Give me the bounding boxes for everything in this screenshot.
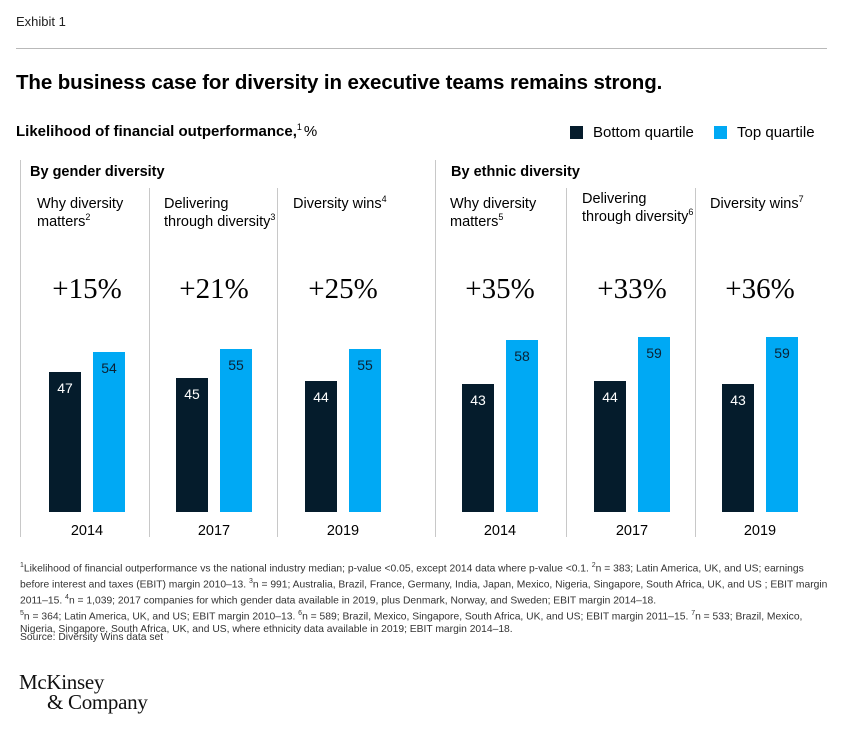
panel-title: Why diversity matters5	[450, 195, 565, 231]
bar-top-quartile	[349, 348, 381, 512]
year-label: 2019	[743, 523, 777, 539]
panel-title-text: Diversity wins	[293, 196, 382, 212]
bar-bottom-quartile	[594, 381, 626, 512]
outperformance-delta: +33%	[597, 273, 667, 305]
panel-title-footnote-ref: 5	[498, 212, 504, 223]
bar-top-quartile	[93, 351, 125, 512]
panel-divider	[277, 188, 278, 537]
outperformance-delta: +36%	[725, 273, 795, 305]
bar-top-quartile	[506, 339, 538, 512]
legend-label-bottom: Bottom quartile	[593, 124, 694, 141]
panel-title: Diversity wins7	[710, 195, 825, 213]
legend-swatch-top	[714, 126, 727, 139]
group-title-ethnic: By ethnic diversity	[451, 164, 580, 180]
bar-bottom-quartile	[176, 378, 208, 512]
bar-top-quartile	[766, 336, 798, 512]
panel-title: Diversity wins4	[293, 195, 408, 213]
footnote-5: n = 364; Latin America, UK, and US; EBIT…	[23, 611, 299, 623]
mckinsey-logo: McKinsey & Company	[19, 670, 148, 714]
bar-bottom-quartile	[462, 384, 494, 512]
bar-top-quartile	[220, 348, 252, 512]
chart-subtitle: Likelihood of financial outperformance,1…	[16, 122, 317, 140]
bar-value-label: 45	[184, 386, 200, 403]
bar-value-label: 59	[774, 344, 790, 361]
outperformance-delta: +15%	[52, 273, 122, 305]
footnote-marker: 7	[691, 610, 696, 618]
legend-label-top: Top quartile	[737, 124, 815, 141]
footnote-7: n = 533; Brazil, Mexico, Nigeria, Singap…	[20, 611, 803, 636]
legend-bottom-quartile: Bottom quartile	[570, 124, 694, 141]
subtitle-text: Likelihood of financial outperformance,	[16, 123, 297, 140]
panel-title-footnote-ref: 3	[270, 212, 276, 223]
footnote-marker: 3	[248, 578, 253, 586]
footnote-marker: 1	[20, 562, 24, 569]
group-title-gender: By gender diversity	[30, 164, 165, 180]
panel-title-footnote-ref: 4	[381, 194, 387, 205]
panel-title: Delivering through diversity3	[164, 195, 279, 231]
panel-divider	[566, 188, 567, 537]
panel-title-text: Why diversity matters	[37, 196, 124, 230]
panel-title-footnote-ref: 7	[798, 194, 804, 205]
footnotes: 1Likelihood of financial outperformance …	[20, 560, 828, 637]
footnote-marker: 5	[20, 610, 24, 618]
panel-divider	[149, 188, 150, 537]
logo-line-1: McKinsey	[19, 670, 105, 694]
footnote-marker: 6	[298, 610, 303, 618]
footnote-1: Likelihood of financial outperformance v…	[23, 563, 592, 575]
year-label: 2014	[70, 523, 104, 539]
bar-bottom-quartile	[49, 372, 81, 512]
outperformance-delta: +35%	[465, 273, 535, 305]
header-divider	[16, 48, 827, 49]
panel-title-footnote-ref: 2	[85, 212, 91, 223]
footnote-6: n = 589; Brazil, Mexico, Singapore, Sout…	[302, 611, 692, 623]
panel-title: Delivering through diversity6	[582, 190, 697, 226]
bar-bottom-quartile	[722, 384, 754, 512]
panel-title-footnote-ref: 6	[688, 207, 694, 218]
panel-title-text: Diversity wins	[710, 196, 799, 212]
year-label: 2017	[197, 523, 231, 539]
panel-title-text: Delivering through diversity	[164, 196, 271, 230]
exhibit-label: Exhibit 1	[16, 14, 66, 29]
group-divider-left	[20, 160, 21, 537]
year-label: 2017	[615, 523, 649, 539]
bar-value-label: 58	[514, 347, 530, 364]
year-label: 2019	[326, 523, 360, 539]
panel-title-text: Delivering through diversity	[582, 191, 689, 225]
outperformance-delta: +25%	[308, 273, 378, 305]
footnote-4: n = 1,039; 2017 companies for which gend…	[68, 595, 657, 607]
legend-swatch-bottom	[570, 126, 583, 139]
bar-value-label: 44	[602, 389, 618, 406]
bar-top-quartile	[638, 336, 670, 512]
year-label: 2014	[483, 523, 517, 539]
footnote-marker: 4	[65, 594, 69, 602]
panel-title: Why diversity matters2	[37, 195, 152, 231]
bar-value-label: 54	[101, 359, 117, 376]
source-note: Source: Diversity Wins data set	[20, 632, 164, 643]
legend-top-quartile: Top quartile	[714, 124, 815, 141]
footnote-marker: 2	[591, 562, 596, 569]
bar-value-label: 44	[313, 389, 329, 406]
footnote-3: n = 991; Australia, Brazil, France, Germ…	[20, 579, 828, 607]
bar-value-label: 47	[57, 380, 73, 397]
logo-line-2: & Company	[47, 690, 148, 714]
outperformance-delta: +21%	[179, 273, 249, 305]
footnote-2: n = 383; Latin America, UK, and US; earn…	[20, 563, 804, 591]
group-divider-mid	[435, 160, 436, 537]
bar-value-label: 43	[730, 392, 746, 409]
bar-value-label: 55	[228, 356, 244, 373]
bar-value-label: 43	[470, 392, 486, 409]
panel-divider	[695, 188, 696, 537]
bar-value-label: 55	[357, 356, 373, 373]
bar-value-label: 59	[646, 344, 662, 361]
panel-title-text: Why diversity matters	[450, 196, 537, 230]
subtitle-unit: %	[303, 123, 318, 140]
bar-bottom-quartile	[305, 381, 337, 512]
subtitle-footnote-ref: 1	[296, 122, 302, 132]
chart-title: The business case for diversity in execu…	[16, 71, 663, 94]
